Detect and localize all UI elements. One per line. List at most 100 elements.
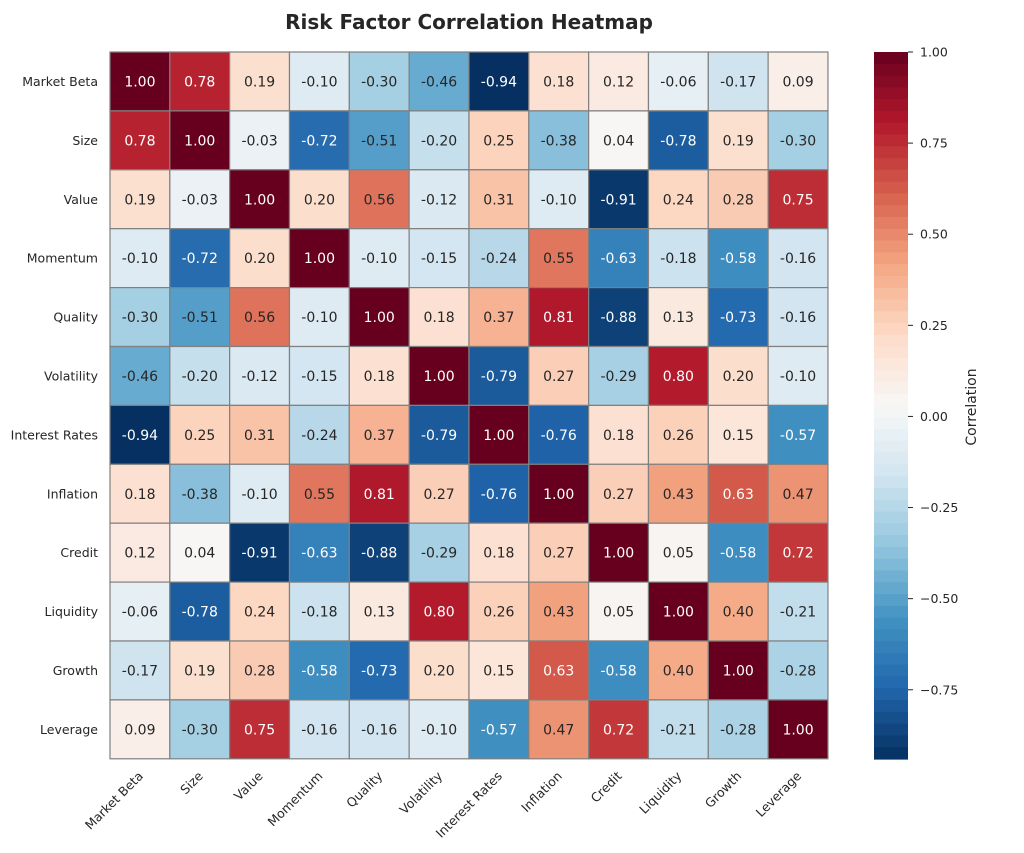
heatmap-cell <box>707 699 769 760</box>
heatmap-cell <box>109 522 171 583</box>
cell-value-label: 0.19 <box>723 133 754 149</box>
cell-value-label: -0.15 <box>421 251 457 267</box>
heatmap-cell <box>767 699 829 760</box>
cell-value-label: 0.56 <box>364 192 395 208</box>
heatmap-cell <box>468 169 530 230</box>
colorbar-segment <box>874 110 908 124</box>
cell-value-label: -0.63 <box>600 251 636 267</box>
heatmap-cell <box>767 110 829 171</box>
cell-value-label: 0.19 <box>244 74 275 90</box>
heatmap-cell <box>288 110 350 171</box>
colorbar-segment <box>874 499 908 513</box>
heatmap-cell <box>647 404 709 465</box>
cell-value-label: 0.72 <box>603 722 634 738</box>
cell-value-label: 0.78 <box>184 74 215 90</box>
heatmap-cell <box>109 640 171 701</box>
heatmap-cell <box>468 522 530 583</box>
heatmap-cell <box>169 287 231 348</box>
cell-value-label: -0.20 <box>421 133 457 149</box>
cell-value-label: 0.72 <box>782 546 813 562</box>
heatmap-cell <box>288 169 350 230</box>
cell-value-label: -0.03 <box>241 133 277 149</box>
heatmap-cell <box>229 51 291 112</box>
heatmap-cell <box>647 110 709 171</box>
cell-value-label: 0.27 <box>603 487 634 503</box>
heatmap-cell <box>528 110 590 171</box>
cell-value-label: 0.63 <box>723 487 754 503</box>
cell-value-label: -0.10 <box>780 369 816 385</box>
cell-value-label: 0.81 <box>543 310 574 326</box>
row-tick-label: Quality <box>53 310 98 325</box>
cell-value-label: -0.46 <box>421 74 457 90</box>
colorbar-segment <box>874 452 908 466</box>
colorbar-segment <box>874 570 908 583</box>
cell-value-label: -0.29 <box>600 369 636 385</box>
colorbar-segment <box>874 440 908 454</box>
heatmap-cell <box>707 640 769 701</box>
cell-value-label: -0.29 <box>421 546 457 562</box>
colorbar-tick-label: −0.25 <box>920 500 958 515</box>
cell-value-label: 0.19 <box>124 192 155 208</box>
colorbar-segment <box>874 723 908 737</box>
cell-value-label: -0.06 <box>660 74 696 90</box>
heatmap-cells: 1.00 0.78 0.19 -0.10 -0.30 -0.46 -0.94 0.18 0.12… <box>109 51 829 760</box>
cell-value-label: 0.43 <box>663 487 694 503</box>
heatmap-cell <box>229 640 291 701</box>
colorbar-segment <box>874 75 908 88</box>
cell-value-label: -0.03 <box>182 192 218 208</box>
colorbar-segment <box>874 476 908 489</box>
heatmap-cell <box>169 404 231 465</box>
colorbar-segment <box>874 358 908 371</box>
heatmap-cell <box>468 404 530 465</box>
colorbar-segment <box>874 582 908 595</box>
colorbar-segment <box>874 122 908 136</box>
cell-value-label: -0.57 <box>481 722 517 738</box>
heatmap-cell <box>348 463 410 524</box>
cell-value-label: -0.10 <box>301 310 337 326</box>
heatmap-cell <box>647 699 709 760</box>
cell-value-label: -0.38 <box>182 487 218 503</box>
heatmap-cell <box>468 463 530 524</box>
heatmap-cell <box>767 404 829 465</box>
column-tick-label: Momentum <box>265 768 326 829</box>
heatmap-cell <box>767 51 829 112</box>
heatmap-cell <box>408 51 470 112</box>
cell-value-label: -0.10 <box>541 192 577 208</box>
column-tick-label: Volatility <box>396 768 445 817</box>
heatmap-cell <box>647 345 709 407</box>
cell-value-label: -0.94 <box>122 428 158 444</box>
cell-value-label: 0.63 <box>543 663 574 679</box>
colorbar-segment <box>874 370 908 383</box>
cell-value-label: 0.31 <box>244 428 275 444</box>
colorbar-segment <box>874 99 908 112</box>
cell-value-label: 0.12 <box>603 74 634 90</box>
colorbar-segment <box>874 676 908 689</box>
cell-value-label: -0.88 <box>600 310 636 326</box>
cell-value-label: 0.20 <box>423 663 454 679</box>
colorbar-segment <box>874 511 908 524</box>
row-tick-label: Value <box>64 192 99 207</box>
column-tick-label: Leverage <box>753 768 805 820</box>
cell-value-label: 0.26 <box>483 605 514 621</box>
cell-value-label: -0.10 <box>241 487 277 503</box>
cell-value-label: 0.37 <box>483 310 514 326</box>
heatmap-cell <box>767 228 829 289</box>
cell-value-label: 0.25 <box>483 133 514 149</box>
colorbar-segment <box>874 664 908 678</box>
cell-value-label: 0.18 <box>124 487 155 503</box>
cell-value-label: -0.06 <box>122 605 158 621</box>
heatmap-cell <box>408 640 470 701</box>
heatmap-cell <box>767 345 829 407</box>
cell-value-label: 0.56 <box>244 310 275 326</box>
colorbar-segment <box>874 735 908 748</box>
cell-value-label: -0.24 <box>301 428 337 444</box>
cell-value-label: -0.16 <box>301 722 337 738</box>
cell-value-label: -0.51 <box>361 133 397 149</box>
heatmap-cell <box>288 228 350 289</box>
heatmap-cell <box>588 522 650 583</box>
heatmap-cell <box>288 404 350 465</box>
colorbar-segment <box>874 216 908 230</box>
colorbar-segment <box>874 181 908 194</box>
cell-value-label: 0.55 <box>543 251 574 267</box>
heatmap-cell <box>169 110 231 171</box>
